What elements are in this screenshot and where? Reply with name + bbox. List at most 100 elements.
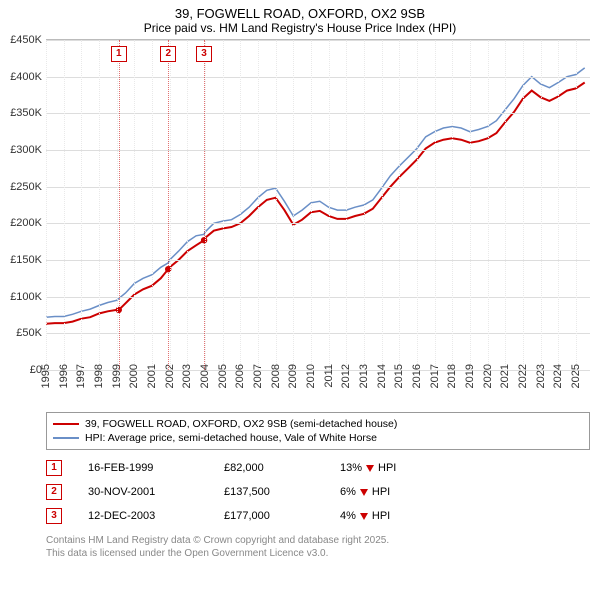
sale-marker-box: 1 — [46, 460, 62, 476]
x-gridline — [276, 40, 277, 370]
legend-label: 39, FOGWELL ROAD, OXFORD, OX2 9SB (semi-… — [85, 418, 397, 430]
x-tick-label: 1999 — [111, 364, 123, 388]
x-gridline — [470, 40, 471, 370]
x-gridline — [541, 40, 542, 370]
x-tick-label: 2019 — [464, 364, 476, 388]
sale-marker-flag: 3 — [196, 46, 212, 62]
sale-date: 16-FEB-1999 — [88, 462, 198, 474]
x-tick-label: 2011 — [323, 364, 335, 388]
x-gridline — [152, 40, 153, 370]
y-tick-label: £150K — [0, 254, 42, 266]
y-gridline — [46, 113, 590, 114]
x-gridline — [364, 40, 365, 370]
x-gridline — [311, 40, 312, 370]
legend-item: 39, FOGWELL ROAD, OXFORD, OX2 9SB (semi-… — [53, 417, 583, 431]
x-tick-label: 2007 — [252, 364, 264, 388]
y-gridline — [46, 187, 590, 188]
y-gridline — [46, 223, 590, 224]
sale-row: 2 30-NOV-2001 £137,500 6% HPI — [46, 480, 590, 504]
series-line-property — [46, 83, 585, 324]
x-tick-label: 2009 — [287, 364, 299, 388]
x-gridline — [46, 40, 47, 370]
sale-price: £177,000 — [224, 510, 314, 522]
x-gridline — [81, 40, 82, 370]
y-tick-label: £250K — [0, 181, 42, 193]
line-series-svg — [46, 40, 590, 370]
x-gridline — [505, 40, 506, 370]
sale-marker-box: 2 — [46, 484, 62, 500]
x-tick-label: 2021 — [499, 364, 511, 388]
x-tick-label: 2001 — [146, 364, 158, 388]
attribution-footer: Contains HM Land Registry data © Crown c… — [46, 534, 590, 560]
legend-item: HPI: Average price, semi-detached house,… — [53, 431, 583, 445]
sale-marker-box: 3 — [46, 508, 62, 524]
x-gridline — [382, 40, 383, 370]
footer-line: Contains HM Land Registry data © Crown c… — [46, 534, 590, 547]
sale-marker-line — [119, 40, 120, 370]
y-gridline — [46, 333, 590, 334]
arrow-down-icon — [360, 489, 368, 496]
x-tick-label: 2017 — [429, 364, 441, 388]
x-gridline — [452, 40, 453, 370]
legend-box: 39, FOGWELL ROAD, OXFORD, OX2 9SB (semi-… — [46, 412, 590, 450]
sale-price: £137,500 — [224, 486, 314, 498]
y-gridline — [46, 150, 590, 151]
y-tick-label: £300K — [0, 144, 42, 156]
y-tick-label: £450K — [0, 34, 42, 46]
y-tick-label: £100K — [0, 291, 42, 303]
x-tick-label: 2000 — [128, 364, 140, 388]
x-gridline — [488, 40, 489, 370]
x-gridline — [99, 40, 100, 370]
sale-date: 30-NOV-2001 — [88, 486, 198, 498]
x-tick-label: 2003 — [181, 364, 193, 388]
x-tick-label: 1997 — [75, 364, 87, 388]
x-tick-label: 2008 — [270, 364, 282, 388]
footer-line: This data is licensed under the Open Gov… — [46, 547, 590, 560]
x-tick-label: 2013 — [358, 364, 370, 388]
x-gridline — [293, 40, 294, 370]
x-gridline — [170, 40, 171, 370]
x-gridline — [134, 40, 135, 370]
chart-title: 39, FOGWELL ROAD, OXFORD, OX2 9SB — [0, 0, 600, 21]
y-gridline — [46, 77, 590, 78]
x-gridline — [435, 40, 436, 370]
x-tick-label: 2005 — [217, 364, 229, 388]
arrow-down-icon — [366, 465, 374, 472]
x-tick-label: 2015 — [393, 364, 405, 388]
y-tick-label: £50K — [0, 327, 42, 339]
x-gridline — [399, 40, 400, 370]
sale-delta-vs: HPI — [372, 486, 390, 498]
x-tick-label: 2023 — [535, 364, 547, 388]
y-gridline — [46, 260, 590, 261]
sale-delta: 13% HPI — [340, 462, 430, 474]
x-gridline — [223, 40, 224, 370]
x-gridline — [64, 40, 65, 370]
x-gridline — [240, 40, 241, 370]
sale-delta-pct: 4% — [340, 510, 356, 522]
chart-subtitle: Price paid vs. HM Land Registry's House … — [0, 21, 600, 39]
sale-delta: 4% HPI — [340, 510, 430, 522]
x-gridline — [576, 40, 577, 370]
x-gridline — [117, 40, 118, 370]
x-tick-label: 2018 — [446, 364, 458, 388]
legend-swatch — [53, 423, 79, 425]
x-gridline — [558, 40, 559, 370]
sale-row: 3 12-DEC-2003 £177,000 4% HPI — [46, 504, 590, 528]
sale-marker-flag: 1 — [111, 46, 127, 62]
legend-swatch — [53, 437, 79, 439]
x-tick-label: 2020 — [482, 364, 494, 388]
x-tick-label: 2012 — [340, 364, 352, 388]
sale-delta-vs: HPI — [372, 510, 390, 522]
sale-price: £82,000 — [224, 462, 314, 474]
sale-delta-vs: HPI — [378, 462, 396, 474]
y-gridline — [46, 297, 590, 298]
sale-marker-line — [204, 40, 205, 370]
x-tick-label: 2006 — [234, 364, 246, 388]
sale-date: 12-DEC-2003 — [88, 510, 198, 522]
y-tick-label: £400K — [0, 71, 42, 83]
sale-marker-line — [168, 40, 169, 370]
sale-delta: 6% HPI — [340, 486, 430, 498]
x-gridline — [187, 40, 188, 370]
y-tick-label: £0 — [0, 364, 42, 376]
y-tick-label: £350K — [0, 107, 42, 119]
